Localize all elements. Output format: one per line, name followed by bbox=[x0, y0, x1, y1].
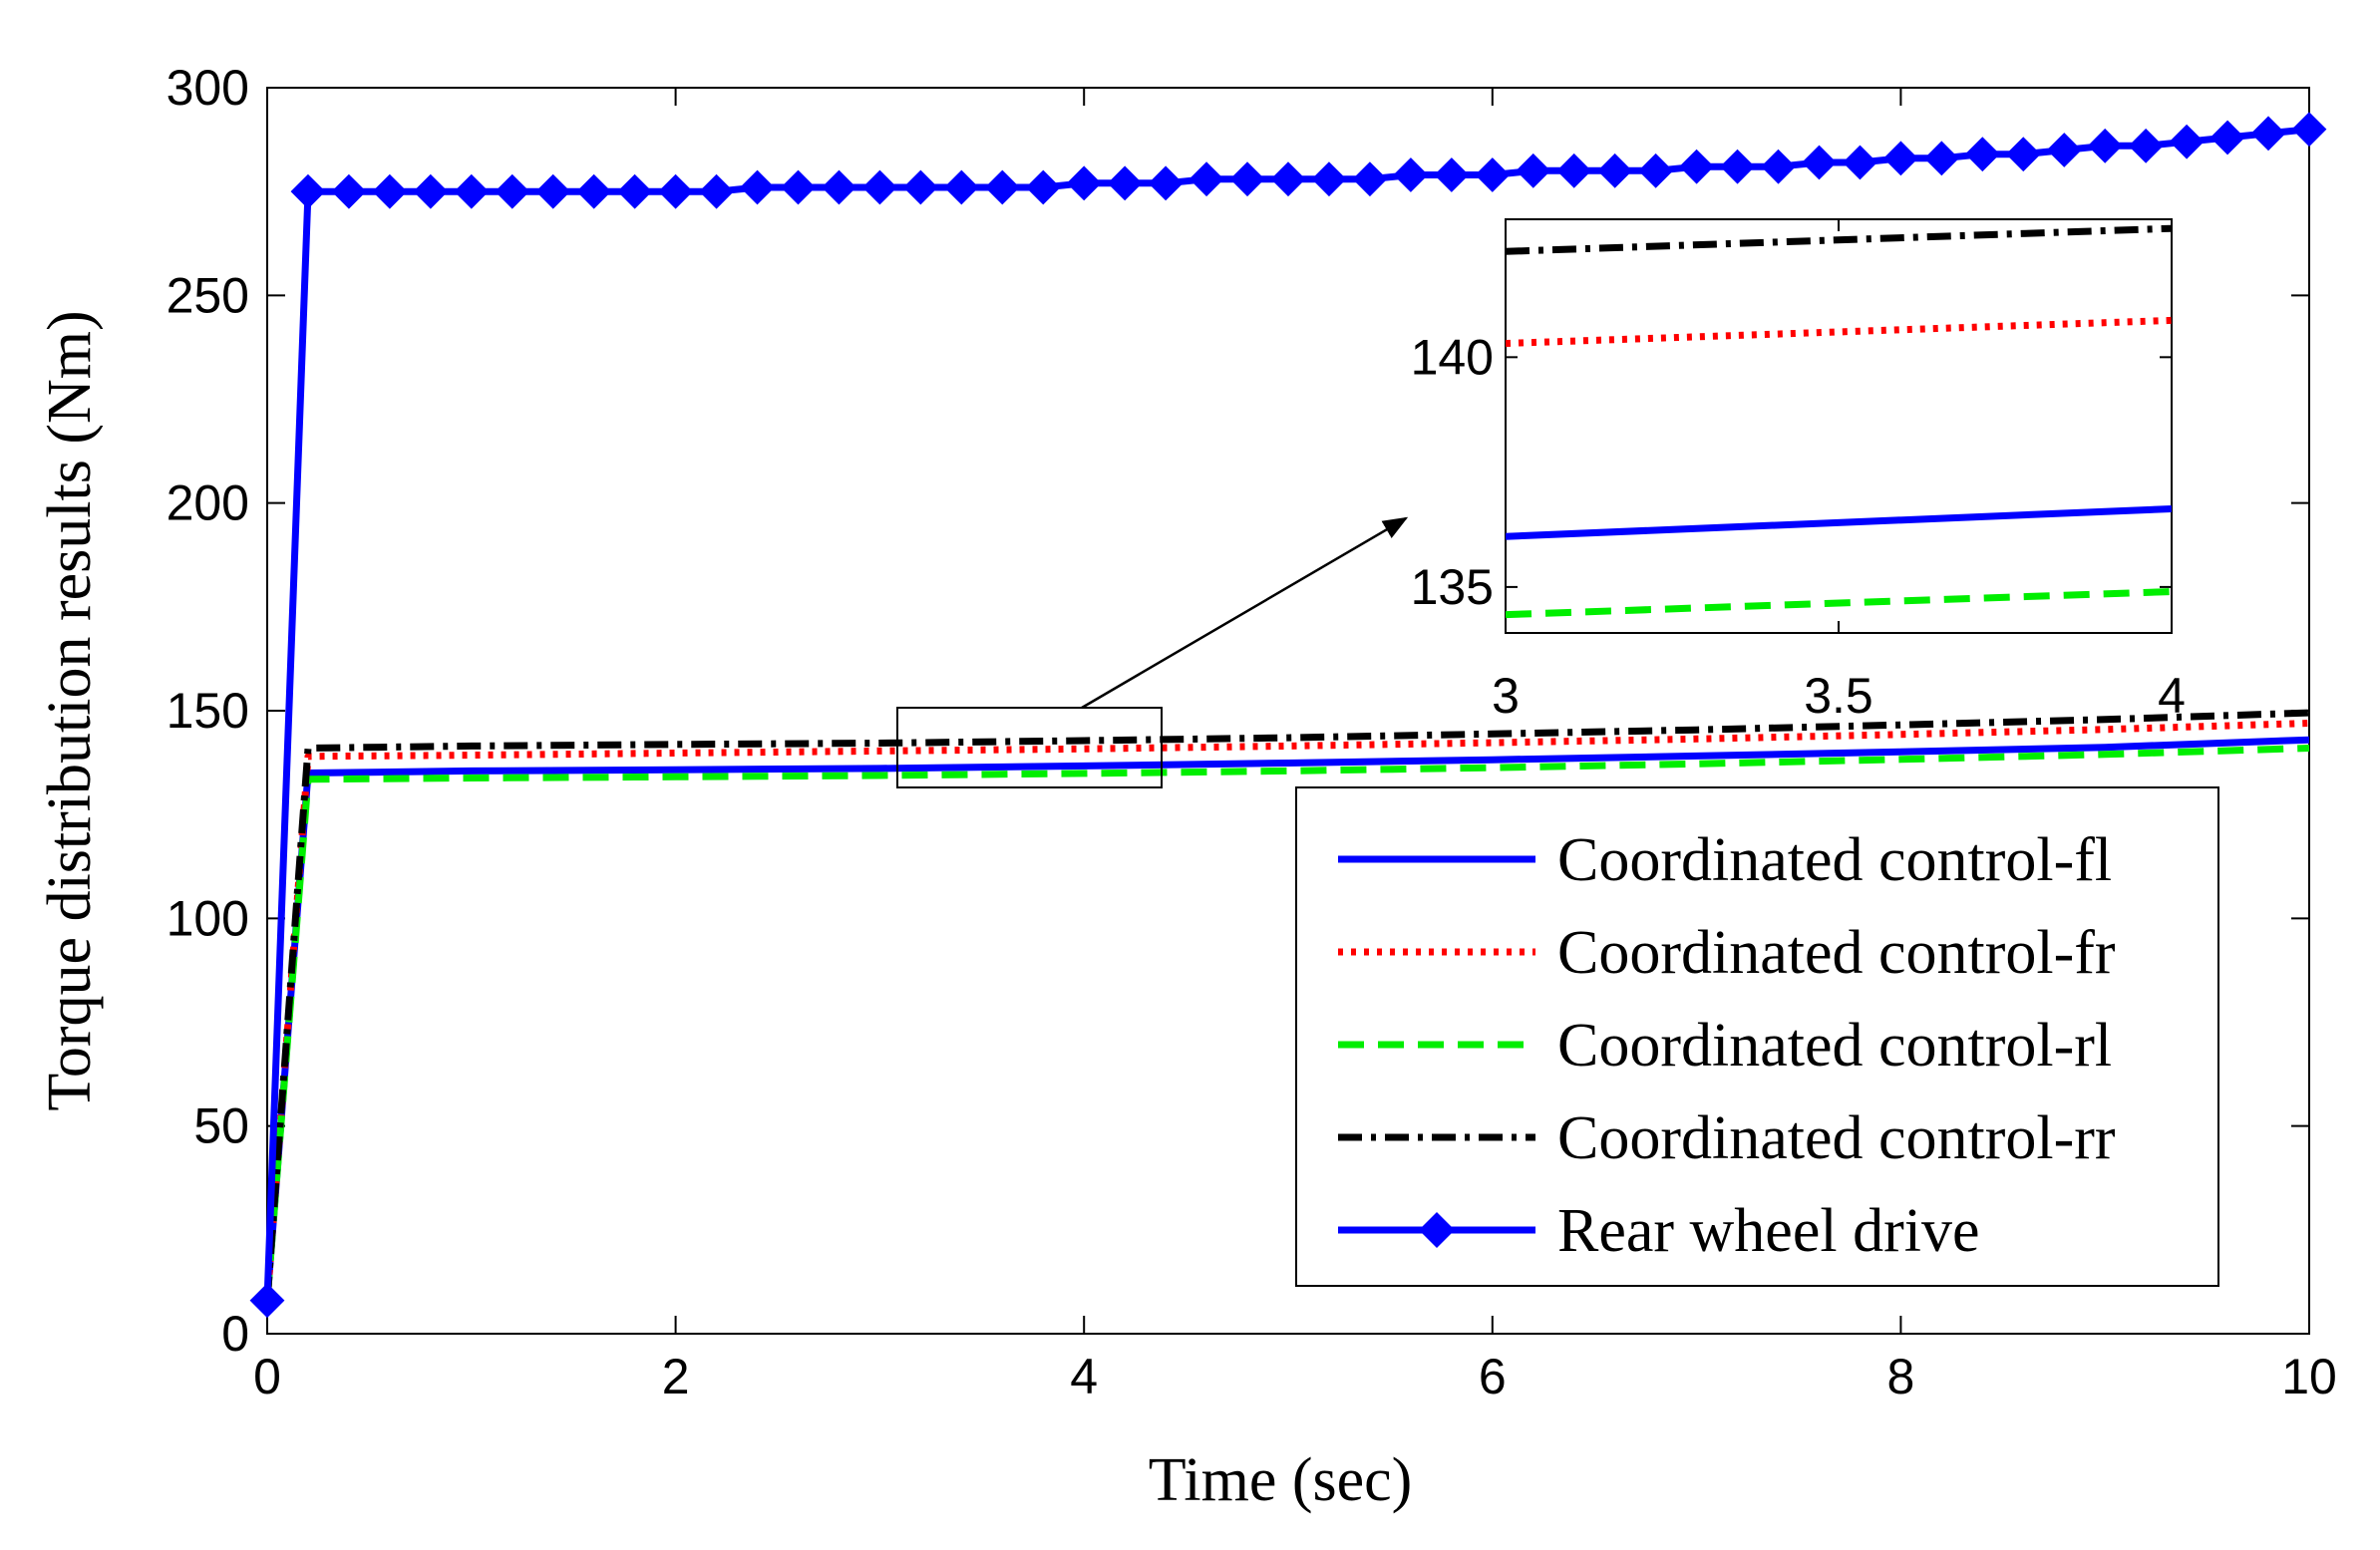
rear-wheel-drive-marker bbox=[1189, 161, 1224, 197]
legend-label-coordinated-control-rl: Coordinated control-rl bbox=[1557, 1012, 2112, 1080]
rear-wheel-drive-marker bbox=[2210, 120, 2245, 155]
x-tick-label: 8 bbox=[1886, 1349, 1914, 1404]
x-tick-label: 10 bbox=[2281, 1349, 2337, 1404]
y-tick-label: 250 bbox=[167, 267, 249, 323]
rear-wheel-drive-marker bbox=[2046, 133, 2082, 167]
y-tick-label: 200 bbox=[167, 475, 249, 531]
y-tick-label: 300 bbox=[167, 60, 249, 116]
rear-wheel-drive-marker bbox=[454, 173, 490, 209]
rear-wheel-drive-marker bbox=[2250, 116, 2286, 152]
legend-label-coordinated-control-fr: Coordinated control-fr bbox=[1557, 919, 2116, 987]
rear-wheel-drive-marker bbox=[1025, 169, 1061, 205]
legend: Coordinated control-fl Coordinated contro… bbox=[1295, 786, 2219, 1287]
rear-wheel-drive-marker bbox=[1597, 153, 1633, 188]
rear-wheel-drive-marker bbox=[1720, 149, 1755, 184]
inset-series-line-coordinated-control-rl bbox=[1506, 588, 2172, 619]
rear-wheel-drive-marker bbox=[781, 169, 816, 205]
rear-wheel-drive-marker bbox=[290, 173, 326, 209]
rear-wheel-drive-marker bbox=[1556, 153, 1592, 188]
rear-wheel-drive-marker bbox=[1638, 153, 1674, 188]
rear-wheel-drive-marker bbox=[1964, 137, 2000, 172]
x-tick-label: 6 bbox=[1479, 1349, 1507, 1404]
rear-wheel-drive-marker bbox=[249, 1283, 285, 1319]
zoom-arrow bbox=[1081, 516, 1409, 710]
legend-label-rear-wheel-drive: Rear wheel drive bbox=[1557, 1197, 1979, 1265]
rear-wheel-drive-marker bbox=[576, 173, 612, 209]
rear-wheel-drive-marker bbox=[372, 173, 408, 209]
rear-wheel-drive-marker bbox=[822, 169, 856, 205]
rear-wheel-drive-marker bbox=[902, 169, 938, 205]
y-tick-label: 100 bbox=[167, 890, 249, 946]
rear-wheel-drive-marker bbox=[1475, 157, 1511, 192]
y-tick-label: 0 bbox=[221, 1306, 249, 1362]
series-line-coordinated-control-rl bbox=[263, 745, 2310, 1301]
rear-wheel-drive-marker bbox=[617, 173, 653, 209]
inset-x-tick-label: 3.5 bbox=[1804, 668, 1873, 724]
rear-wheel-drive-marker bbox=[861, 169, 897, 205]
legend-label-coordinated-control-rr: Coordinated control-rr bbox=[1557, 1104, 2116, 1172]
rear-wheel-drive-marker bbox=[1393, 157, 1429, 192]
x-tick-label: 2 bbox=[662, 1349, 690, 1404]
rear-wheel-drive-marker bbox=[1311, 161, 1347, 197]
inset-series-group bbox=[1506, 224, 2172, 619]
rear-wheel-drive-marker bbox=[2005, 137, 2041, 172]
rear-wheel-drive-marker bbox=[2169, 124, 2205, 159]
rear-wheel-drive-marker bbox=[1107, 165, 1143, 201]
rear-wheel-drive-marker bbox=[984, 169, 1020, 205]
rear-wheel-drive-marker bbox=[1923, 141, 1959, 176]
rear-wheel-drive-marker bbox=[2087, 128, 2123, 163]
rear-wheel-drive-marker bbox=[1761, 149, 1796, 184]
x-axis-label: Time (sec) bbox=[1149, 1446, 1413, 1514]
zoom-region-box bbox=[896, 707, 1163, 788]
inset-axis-ticks: 3 3.5 4 135 140 bbox=[1411, 219, 2186, 724]
legend-label-coordinated-control-fl: Coordinated control-fl bbox=[1557, 826, 2112, 894]
rear-wheel-drive-marker bbox=[1843, 145, 1877, 180]
rear-wheel-drive-marker bbox=[1066, 165, 1102, 201]
rear-wheel-drive-marker bbox=[699, 173, 734, 209]
legend-marker-diamond bbox=[1419, 1212, 1455, 1248]
inset-plot-area bbox=[1505, 218, 2173, 634]
legend-box bbox=[1295, 786, 2219, 1287]
series-line-coordinated-control-fl bbox=[263, 736, 2310, 1301]
rear-wheel-drive-marker bbox=[2128, 128, 2164, 163]
series-line-coordinated-control-rr bbox=[263, 709, 2310, 1301]
inset-x-tick-label: 4 bbox=[2158, 668, 2186, 724]
rear-wheel-drive-marker bbox=[495, 173, 530, 209]
inset-y-tick-label: 140 bbox=[1411, 329, 1494, 385]
rear-wheel-drive-marker bbox=[1882, 141, 1918, 176]
inset-x-tick-label: 3 bbox=[1492, 668, 1520, 724]
inset-series-line-coordinated-control-fl bbox=[1506, 505, 2172, 540]
rear-wheel-drive-marker bbox=[535, 173, 571, 209]
rear-wheel-drive-marker bbox=[1270, 161, 1306, 197]
rear-wheel-drive-marker bbox=[331, 173, 367, 209]
rear-wheel-drive-marker bbox=[1679, 149, 1715, 184]
rear-wheel-drive-marker bbox=[1229, 161, 1265, 197]
x-tick-label: 0 bbox=[253, 1349, 281, 1404]
inset-series-line-coordinated-control-rr bbox=[1506, 224, 2172, 255]
y-tick-label: 50 bbox=[193, 1098, 249, 1154]
rear-wheel-drive-marker bbox=[943, 169, 979, 205]
rear-wheel-drive-marker bbox=[1516, 153, 1551, 188]
rear-wheel-drive-marker bbox=[740, 169, 775, 205]
rear-wheel-drive-marker bbox=[413, 173, 449, 209]
rear-wheel-drive-marker bbox=[2291, 112, 2327, 148]
rear-wheel-drive-marker bbox=[1352, 161, 1388, 197]
inset-y-tick-label: 135 bbox=[1411, 559, 1494, 615]
rear-wheel-drive-marker bbox=[1434, 157, 1470, 192]
rear-wheel-drive-marker bbox=[658, 173, 694, 209]
main-series-group bbox=[249, 112, 2327, 1319]
y-tick-label: 150 bbox=[167, 683, 249, 739]
x-tick-label: 4 bbox=[1070, 1349, 1098, 1404]
y-axis-label: Torque distribution results (Nm) bbox=[36, 310, 104, 1110]
rear-wheel-drive-marker bbox=[1802, 145, 1837, 180]
rear-wheel-drive-marker bbox=[1148, 165, 1184, 201]
